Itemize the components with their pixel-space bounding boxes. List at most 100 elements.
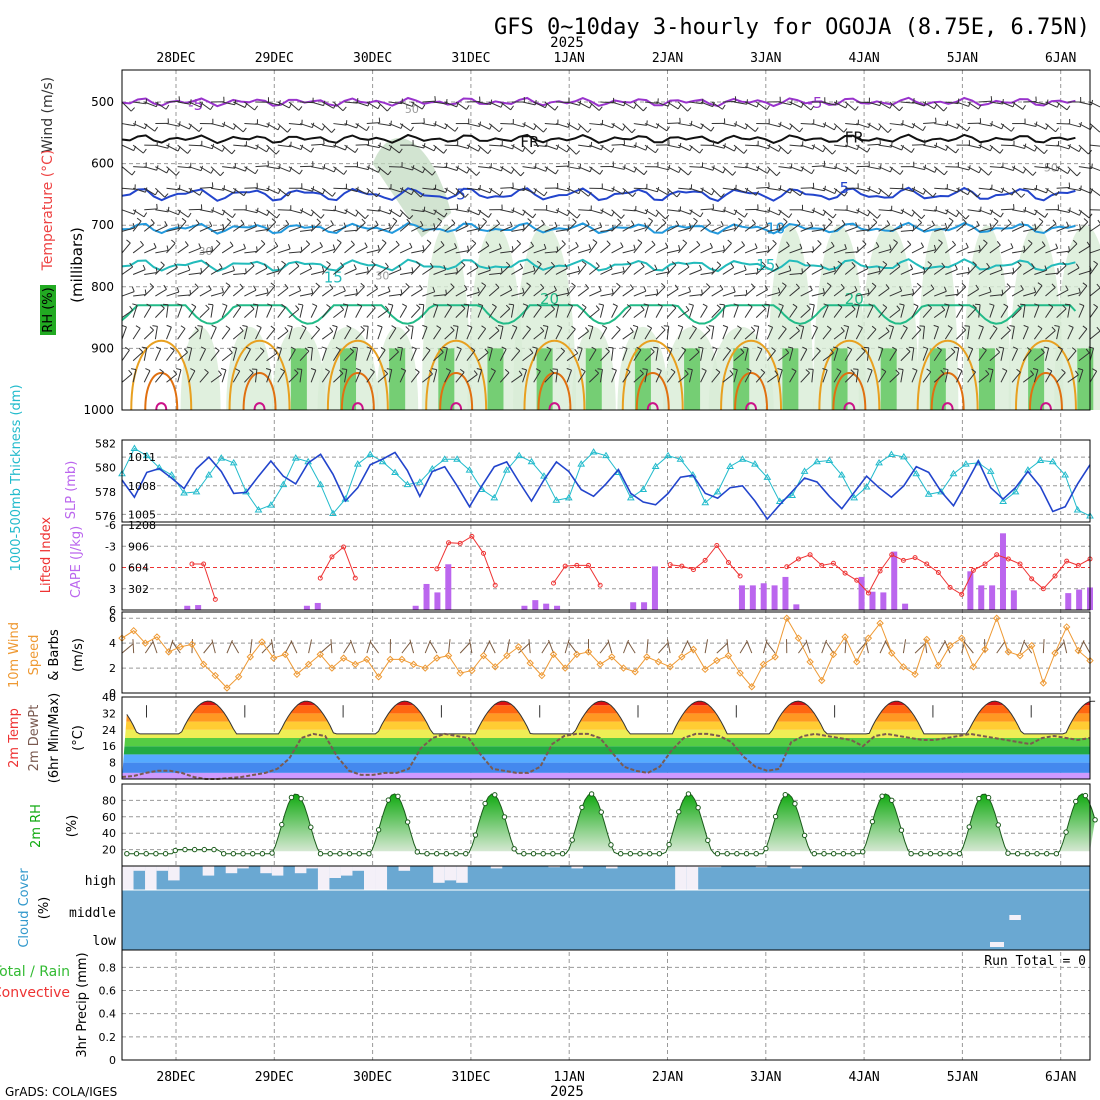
wind-barb-flag (595, 305, 600, 310)
wind-barb (599, 369, 603, 383)
wind-barb-flag (191, 303, 197, 308)
wind-barb-flag (647, 325, 652, 329)
wind-barb (377, 166, 389, 176)
wind10m-point (946, 641, 954, 650)
wind-barb (199, 166, 212, 174)
wind-barb (232, 370, 241, 383)
wind-barb (399, 209, 410, 220)
ylabel-precip: 3hr Precip (mm) (75, 952, 90, 1057)
wind-barb-flag (909, 264, 914, 270)
rh-shade (917, 225, 959, 410)
wind-barb-flag (1093, 303, 1098, 308)
wind-barb (722, 373, 734, 383)
rh-shade (226, 326, 274, 410)
isotherm-30 (242, 372, 277, 411)
wind-barb-flag (867, 368, 873, 371)
wind-barb-flag (225, 325, 231, 330)
wind-barb-flag (1010, 243, 1014, 249)
wind-barb-flag (210, 168, 214, 174)
wind10m-point (573, 650, 581, 659)
wind-barb (277, 263, 286, 275)
wind-barb (121, 242, 131, 254)
wind-barb-flag (1034, 303, 1040, 306)
wind-barb (400, 166, 413, 171)
wind-barb (566, 270, 580, 275)
wind-barb (489, 144, 503, 147)
wind-barb (255, 267, 268, 275)
wind-barb (233, 248, 246, 254)
wind-barb (611, 187, 624, 195)
wind-barb-flag (916, 282, 922, 287)
lifted-index-point (737, 573, 743, 579)
ylabel-millibars: (millibars) (68, 227, 86, 303)
wind10m-point (1027, 641, 1036, 650)
wind-barb-flag (609, 264, 613, 270)
wind-barb (789, 166, 802, 172)
cape-bar (423, 583, 430, 610)
wind-barb (388, 220, 398, 232)
wind-barb (856, 268, 869, 275)
wind-barb-flag (854, 303, 860, 306)
wind-barb (944, 305, 950, 318)
wind-barb-flag (450, 283, 455, 288)
ylabel-2m-dewpt: 2m DewPt (27, 705, 42, 772)
wind-barb (733, 294, 747, 297)
wind-barb (255, 327, 262, 340)
wind10m-point (211, 671, 220, 680)
cape-bar (521, 605, 528, 610)
wind-barb (366, 326, 369, 340)
rh-point (259, 851, 266, 857)
wind-barb (1078, 221, 1089, 232)
thickness-point (924, 490, 933, 497)
wind-barb-flag (250, 261, 255, 267)
wind-barb (767, 374, 779, 383)
wind-barb (922, 166, 936, 173)
rh-point (889, 797, 895, 804)
wind-barb-flag (504, 369, 510, 374)
wind-barb (845, 209, 858, 214)
wind-barb-flag (280, 368, 285, 372)
wind-barb-flag (243, 191, 248, 196)
ylabel-temp-units: (°C) (71, 725, 86, 751)
wind-barb-flag (392, 217, 398, 222)
contour-label: 30 (198, 245, 212, 258)
wind-barb (678, 291, 691, 297)
wind-barb (978, 266, 990, 275)
wind-barb (744, 370, 752, 383)
wind-barb (1023, 291, 1036, 297)
wind-barb-flag (276, 213, 281, 219)
date-label-top: 5JAN (947, 51, 978, 66)
wind-barb (967, 144, 981, 149)
wind-barb-flag (245, 166, 248, 172)
wind-barb-flag (216, 239, 221, 244)
rh-shade (858, 225, 919, 410)
wind-barb-flag (461, 261, 466, 266)
rh-point (627, 851, 634, 857)
wind-barb (477, 269, 491, 275)
wind-barb-flag (653, 346, 659, 349)
wind-barb (177, 166, 191, 169)
wind-barb (878, 187, 890, 197)
wind-barb (889, 309, 901, 318)
wind-barb (288, 372, 299, 383)
wind10m-barb (548, 639, 554, 654)
wind-barb (166, 326, 172, 340)
wind-barb-flag (445, 187, 448, 193)
wind-barb (177, 294, 191, 297)
wind10m-barb (121, 643, 134, 654)
date-label-top: 28DEC (156, 51, 195, 66)
wind-barb-flag (1057, 346, 1063, 350)
lifted-index-point (924, 561, 930, 567)
wind-barb (166, 187, 180, 191)
wind-barb-flag (885, 327, 890, 332)
wind10m-point (748, 683, 756, 691)
thickness-point (937, 487, 945, 495)
wind-barb-flag (375, 220, 379, 226)
wind-barb-flag (674, 284, 679, 290)
wind-barb-flag (153, 242, 157, 248)
wind-barb-flag (433, 223, 436, 229)
wind-barb-flag (474, 263, 479, 268)
cloud-high-gap (790, 866, 802, 869)
wind-barb (822, 166, 836, 170)
wind-barb-flag (911, 211, 915, 217)
